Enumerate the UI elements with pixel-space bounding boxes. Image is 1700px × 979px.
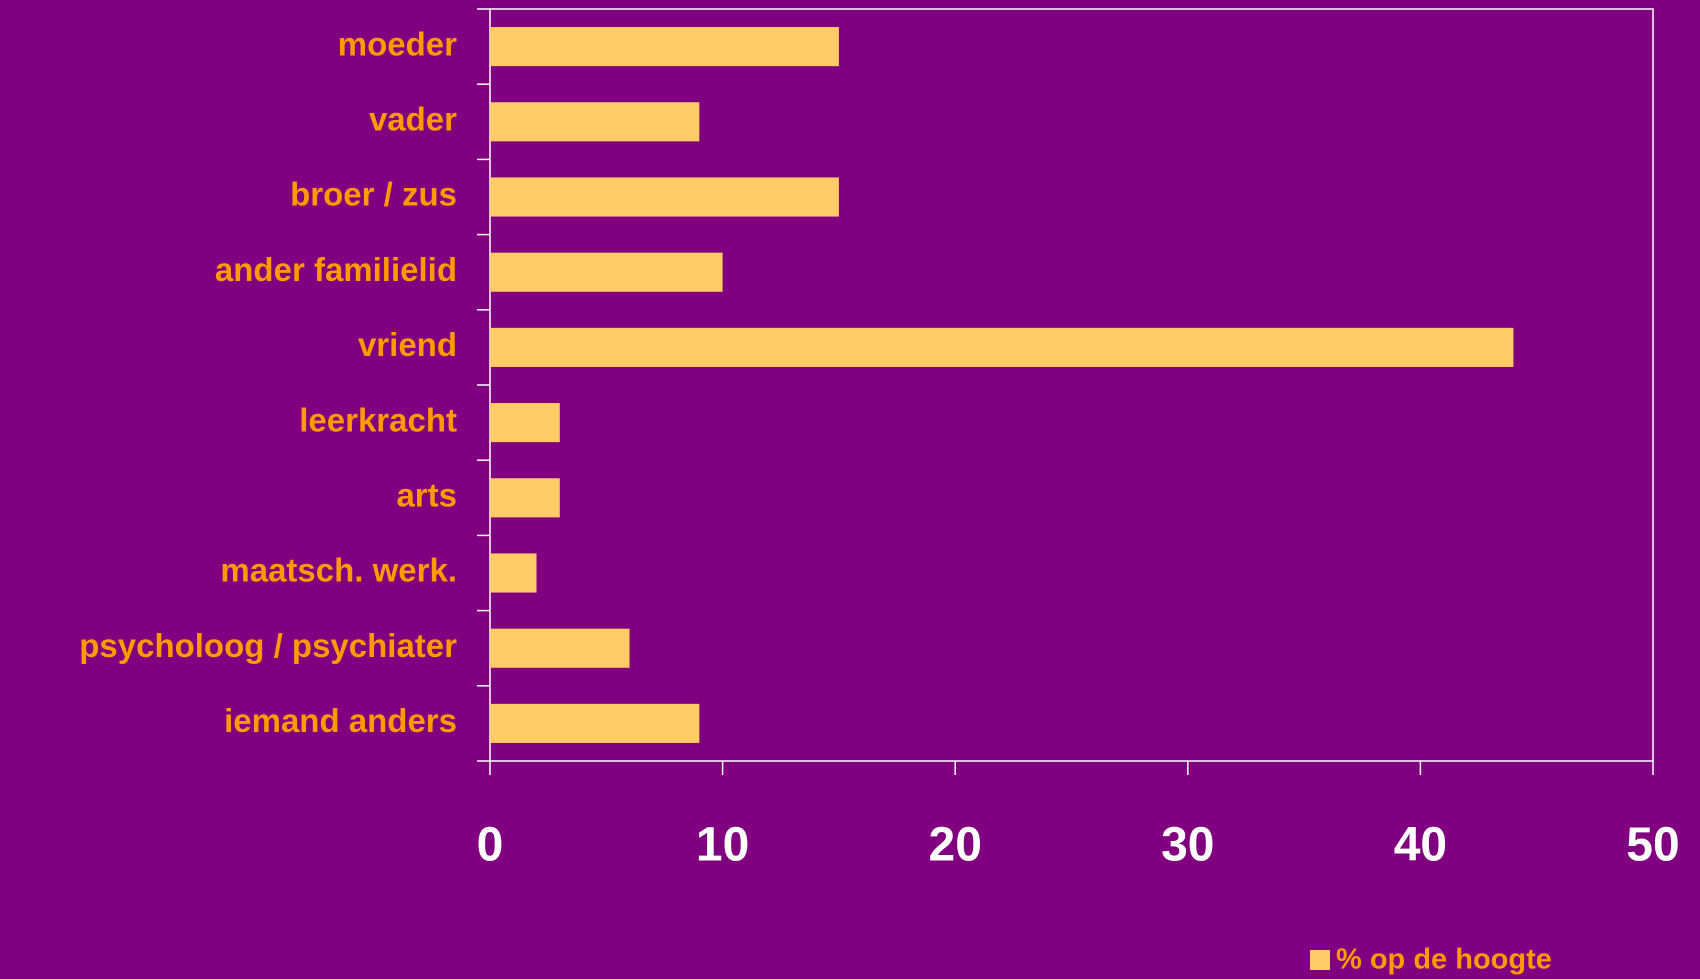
legend-label: % op de hoogte: [1336, 944, 1552, 976]
y-tick-label: broer / zus: [290, 176, 457, 213]
y-tick-label: maatsch. werk.: [220, 552, 457, 589]
x-tick-label: 10: [696, 819, 749, 872]
x-tick-label: 50: [1626, 819, 1679, 872]
y-tick-label: leerkracht: [299, 401, 457, 438]
bar: [490, 403, 560, 443]
legend-swatch: [1310, 950, 1330, 970]
bar: [490, 628, 630, 668]
x-tick-label: 40: [1394, 819, 1447, 872]
bar: [490, 102, 700, 142]
bar: [490, 327, 1514, 367]
y-tick-label: arts: [396, 477, 457, 514]
x-tick-label: 30: [1161, 819, 1214, 872]
bar: [490, 252, 723, 292]
x-tick-label: 0: [477, 819, 504, 872]
y-tick-label: psycholoog / psychiater: [79, 627, 457, 664]
y-tick-label: iemand anders: [224, 702, 457, 739]
bar: [490, 553, 537, 593]
y-tick-label: vriend: [358, 326, 457, 363]
bar: [490, 27, 839, 67]
y-tick-label: ander familielid: [215, 251, 457, 288]
bar: [490, 703, 700, 743]
bar: [490, 177, 839, 217]
bar: [490, 478, 560, 518]
y-tick-label: vader: [369, 101, 457, 138]
x-tick-label: 20: [929, 819, 982, 872]
y-tick-label: moeder: [338, 25, 457, 62]
